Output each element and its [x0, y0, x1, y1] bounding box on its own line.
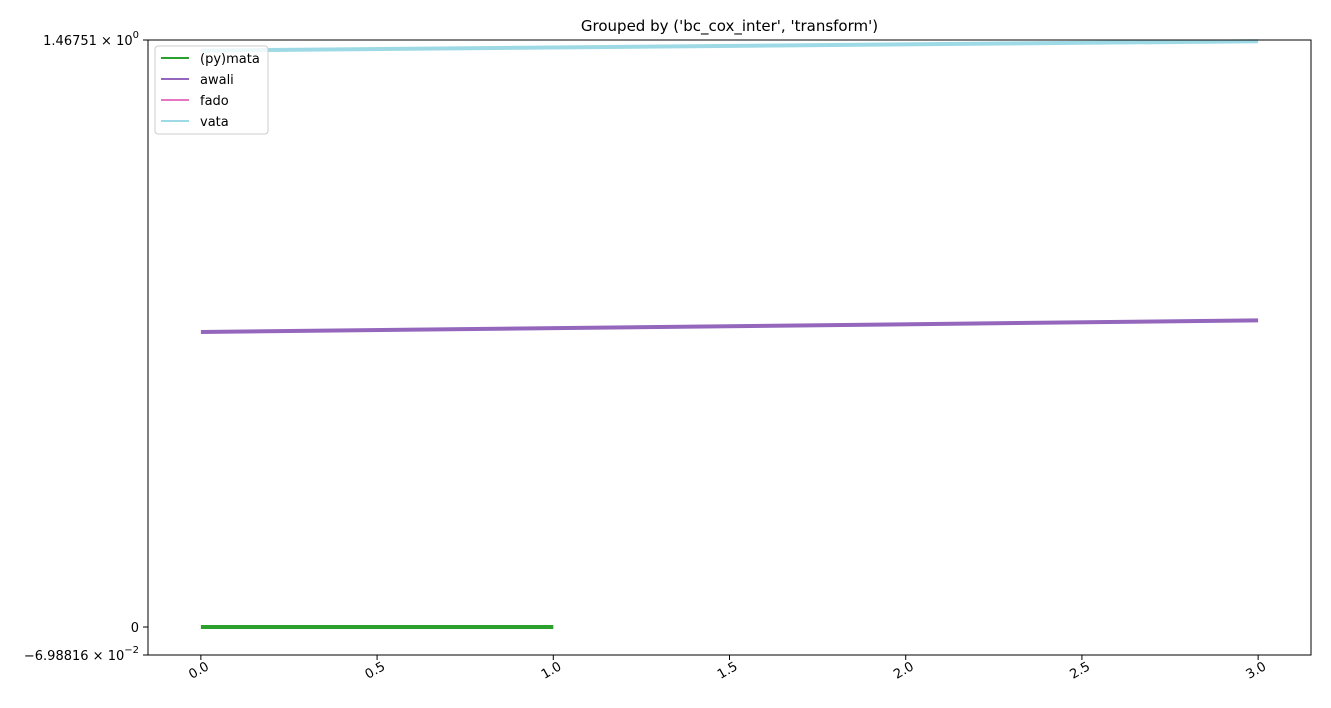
plot-frame — [147, 39, 1312, 656]
legend: (py)mata awali fado vata — [154, 45, 269, 135]
x-tick-label: 2.0 — [891, 659, 916, 682]
x-tick-label: 3.0 — [1244, 659, 1269, 682]
y-tick-label-bottom: −6.98816 × 10−2 — [24, 645, 139, 664]
x-tick-label: 0.0 — [186, 659, 211, 682]
y-tick-label-zero: 0 — [131, 621, 139, 636]
legend-label-py-mata: (py)mata — [200, 52, 260, 67]
legend-label-vata: vata — [200, 115, 229, 130]
series-line-vata — [200, 39, 1259, 53]
x-tick-label: 2.5 — [1067, 659, 1092, 682]
plot-area — [148, 40, 1311, 655]
y-axis: 1.46751 × 100 0 −6.98816 × 10−2 — [24, 30, 148, 664]
x-axis: 0.0 0.5 1.0 1.5 2.0 2.5 3.0 — [186, 655, 1269, 683]
legend-label-awali: awali — [200, 73, 234, 88]
x-tick-label: 1.0 — [539, 659, 564, 682]
chart-title: Grouped by ('bc_cox_inter', 'transform') — [581, 17, 878, 36]
legend-label-fado: fado — [200, 94, 229, 109]
x-tick-label: 1.5 — [715, 659, 740, 682]
y-tick-label-top: 1.46751 × 100 — [43, 30, 139, 49]
series-line-awali — [200, 318, 1259, 334]
series-layer — [200, 39, 1259, 629]
legend-frame — [154, 45, 269, 135]
x-tick-label: 0.5 — [363, 659, 388, 682]
